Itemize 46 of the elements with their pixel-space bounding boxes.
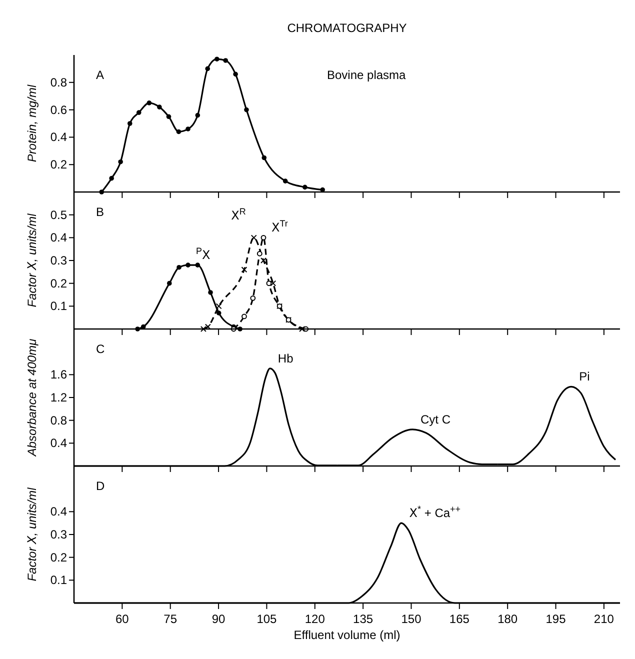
y-tick-label: 0.8	[50, 413, 68, 428]
annotation: Bovine plasma	[327, 68, 406, 82]
x-tick-label: 75	[164, 612, 178, 626]
y-axis-title: Absorbance at 400mμ	[25, 338, 39, 458]
x-tick-label: 150	[401, 612, 422, 626]
series-label: Ⅹ$^{R}$	[231, 206, 246, 223]
y-axis-title: Protein, mg/ml	[25, 84, 39, 162]
annotation: B	[96, 205, 104, 219]
y-tick-label: 0.4	[50, 230, 68, 245]
x-tick-label: 180	[498, 612, 518, 626]
y-tick-label: 0.2	[50, 550, 68, 564]
y-tick-label: 0.2	[50, 158, 68, 172]
series-label: Ⅹ$^{*}$ + Ca$^{++}$	[409, 504, 461, 520]
y-tick-label: 0.3	[50, 254, 68, 268]
series-label: Pi	[579, 370, 590, 384]
x-tick-label: 120	[304, 612, 326, 626]
y-tick-label: 0.6	[50, 102, 68, 117]
y-tick-label: 0.5	[50, 208, 68, 222]
y-tick-label: 0.4	[50, 504, 68, 519]
y-tick-label: 1.2	[50, 390, 68, 404]
y-tick-label: 0.1	[50, 299, 68, 314]
y-tick-label: 0.4	[50, 130, 68, 144]
series-label: $^{P}$Ⅹ	[196, 246, 210, 262]
x-tick-label: 165	[449, 612, 470, 626]
y-tick-label: 0.2	[50, 276, 68, 290]
x-tick-label: 60	[115, 612, 130, 626]
annotation: D	[96, 479, 105, 493]
y-tick-label: 0.3	[50, 528, 68, 542]
x-axis-title: Effluent volume (ml)	[294, 628, 400, 642]
x-tick-label: 210	[594, 612, 614, 626]
chart-title: CHROMATOGRAPHY	[287, 21, 407, 35]
annotation: C	[96, 342, 105, 356]
series-label: Ⅹ$^{Tr}$	[271, 218, 288, 235]
series-label: Cyt C	[420, 412, 451, 426]
y-axis-title: Factor Ⅹ, units/ml	[25, 213, 39, 308]
y-axis-title: Factor Ⅹ, units/ml	[25, 487, 39, 582]
x-tick-label: 90	[212, 612, 226, 626]
x-tick-label: 135	[353, 612, 374, 626]
y-tick-label: 0.8	[50, 75, 68, 90]
annotation: A	[96, 68, 104, 82]
y-tick-label: 0.4	[50, 436, 68, 450]
x-tick-label: 195	[546, 612, 566, 626]
y-tick-label: 1.6	[50, 368, 68, 382]
y-tick-label: 0.1	[50, 573, 68, 588]
series-label: Hb	[278, 351, 294, 366]
x-tick-label: 105	[256, 612, 278, 626]
